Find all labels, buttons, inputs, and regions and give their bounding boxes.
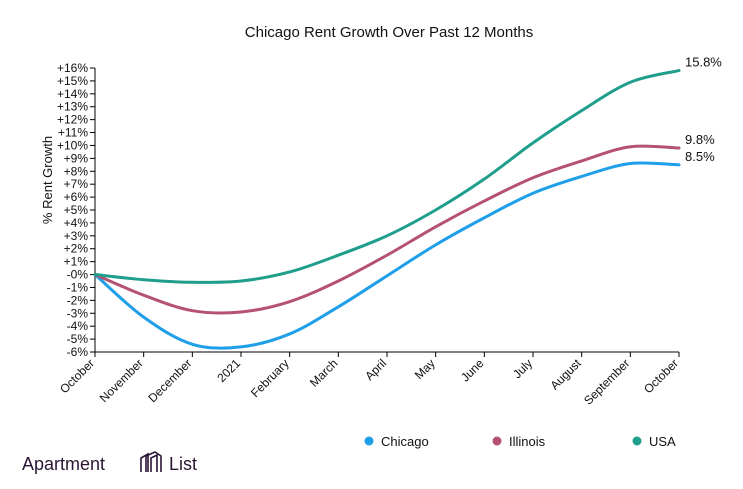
y-tick-label: +10%: [57, 138, 88, 152]
x-tick-label: May: [412, 356, 438, 382]
y-tick-label: -4%: [67, 319, 89, 333]
x-tick-label: July: [510, 356, 535, 381]
legend-swatch-usa: [632, 436, 642, 446]
y-tick-label: +1%: [64, 255, 89, 269]
y-tick-label: -1%: [67, 280, 89, 294]
y-tick-label: +9%: [64, 151, 89, 165]
x-tick-label: October: [641, 356, 681, 396]
logo-text-left: Apartment: [22, 454, 105, 474]
logo-text-right: List: [169, 454, 197, 474]
end-label-chicago: 8.5%: [685, 149, 715, 164]
y-tick-label: +3%: [64, 229, 89, 243]
x-tick-label: November: [97, 356, 146, 405]
y-tick-label: +6%: [64, 190, 89, 204]
x-tick-label: 2021: [214, 356, 243, 385]
legend-label-chicago: Chicago: [381, 434, 429, 449]
x-tick-label: October: [57, 356, 97, 396]
y-tick-label: -0%: [67, 268, 89, 282]
end-label-illinois: 9.8%: [685, 132, 715, 147]
legend-label-illinois: Illinois: [509, 434, 546, 449]
y-axis-label: % Rent Growth: [40, 136, 55, 224]
x-tick-label: February: [248, 356, 292, 400]
y-tick-label: +11%: [58, 126, 88, 140]
y-tick-label: +14%: [57, 87, 88, 101]
apartment-list-logo: Apartment List: [22, 451, 197, 474]
end-label-usa: 15.8%: [685, 55, 722, 70]
y-tick-label: -6%: [67, 345, 89, 359]
series-lines: [93, 69, 681, 350]
x-tick-label: August: [547, 356, 584, 393]
y-tick-label: +4%: [64, 216, 89, 230]
y-tick-label: -2%: [67, 293, 89, 307]
x-tick-label: September: [581, 356, 632, 407]
legend-label-usa: USA: [649, 434, 676, 449]
y-tick-label: +5%: [64, 203, 89, 217]
legend-swatch-illinois: [492, 436, 502, 446]
chart-title: Chicago Rent Growth Over Past 12 Months: [245, 24, 533, 41]
series-line-chicago: [93, 161, 681, 350]
y-tick-label: +7%: [64, 177, 89, 191]
y-tick-label: +15%: [57, 74, 88, 88]
legend: Chicago Illinois USA: [364, 434, 676, 449]
axes: -6%-5%-4%-3%-2%-1%-0%+1%+2%+3%+4%+5%+6%+…: [57, 61, 681, 408]
y-tick-label: +12%: [57, 113, 88, 127]
series-line-usa: [93, 69, 681, 284]
x-tick-label: March: [307, 356, 340, 389]
y-tick-label: +13%: [57, 100, 88, 114]
y-tick-label: +8%: [64, 164, 89, 178]
y-tick-label: +16%: [57, 61, 88, 75]
y-tick-label: +2%: [64, 242, 89, 256]
x-tick-label: April: [362, 356, 389, 383]
end-labels: 8.5% 9.8% 15.8%: [685, 55, 722, 164]
y-tick-label: -5%: [67, 332, 89, 346]
x-tick-label: December: [145, 356, 194, 405]
legend-swatch-chicago: [364, 436, 374, 446]
x-tick-label: June: [458, 356, 487, 385]
series-line-illinois: [93, 144, 681, 315]
building-icon: [140, 451, 162, 472]
y-tick-label: -3%: [67, 306, 89, 320]
